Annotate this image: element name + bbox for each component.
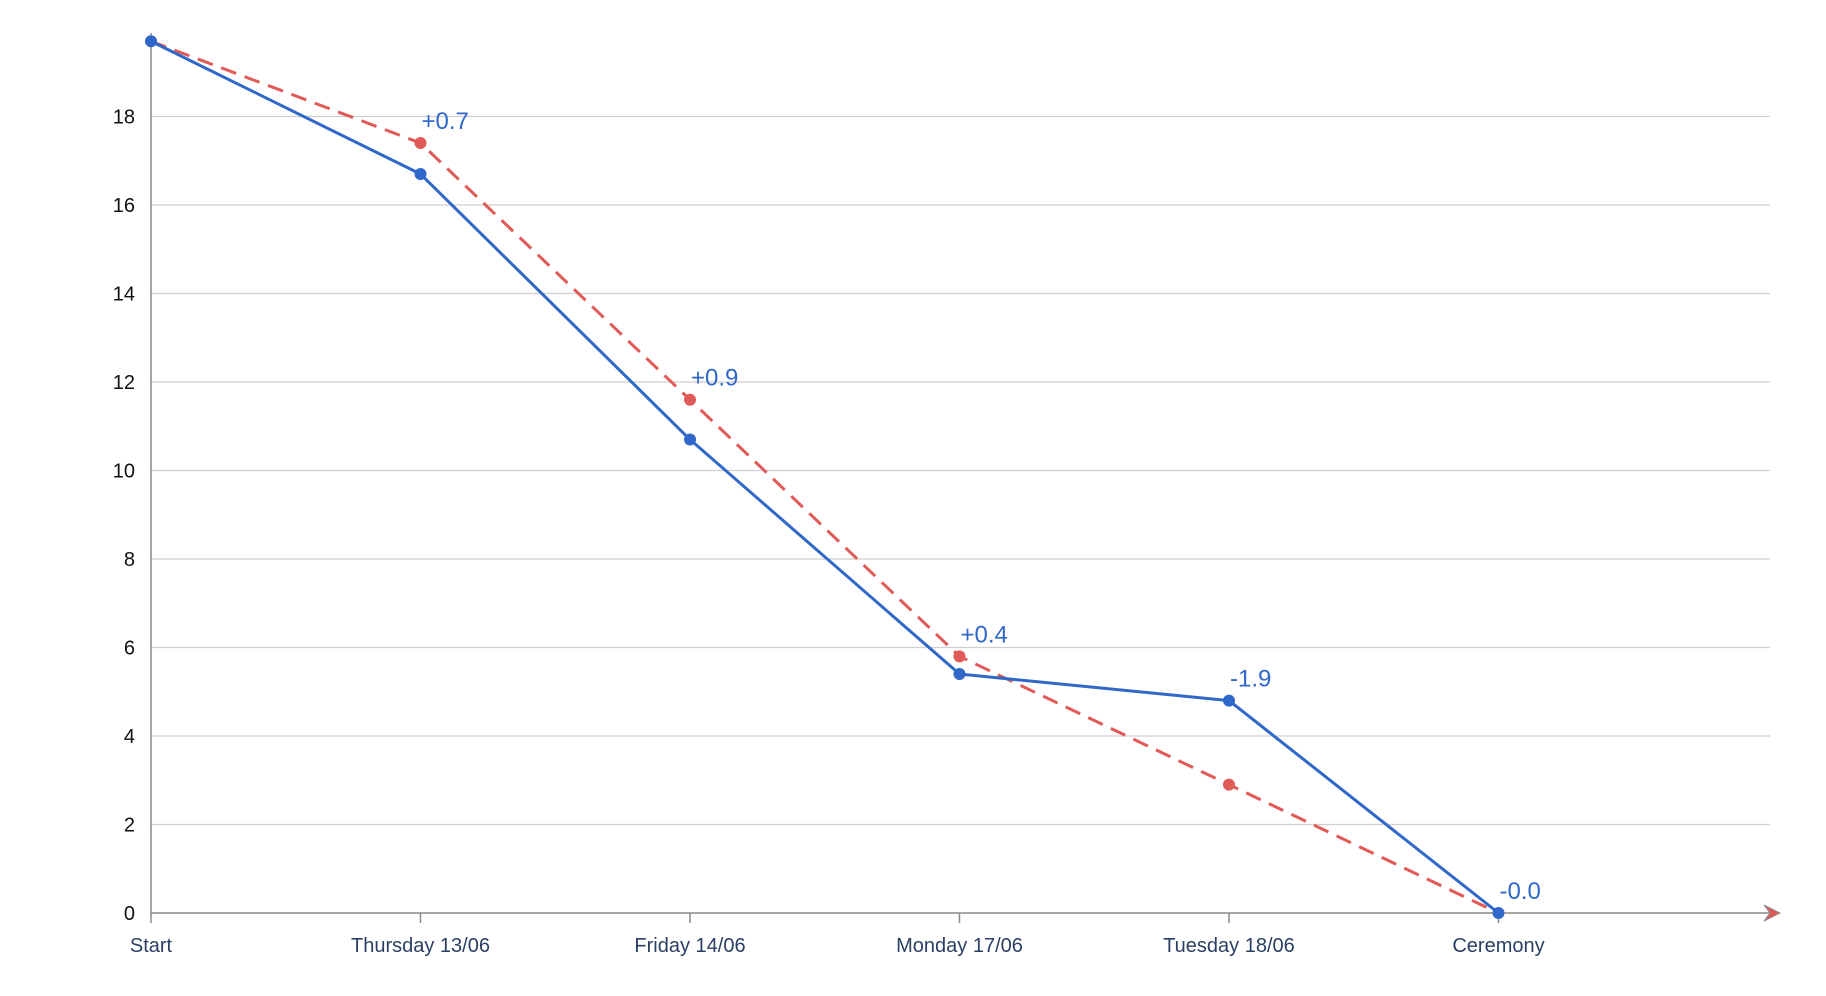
y-tick-label: 8 xyxy=(124,549,135,571)
y-tick-label: 0 xyxy=(124,903,135,925)
x-tick-label: Ceremony xyxy=(1452,935,1544,957)
axes xyxy=(150,32,1782,923)
series-line-actual xyxy=(150,39,1500,915)
data-label: +0.7 xyxy=(422,108,469,135)
y-tick-label: 18 xyxy=(113,107,135,129)
data-label: -0.0 xyxy=(1500,878,1541,905)
x-tick-label: Monday 17/06 xyxy=(896,935,1023,957)
x-tick-label: Tuesday 18/06 xyxy=(1163,935,1295,957)
point-target xyxy=(1223,778,1235,791)
data-label: +0.9 xyxy=(691,365,738,392)
point-target xyxy=(684,393,696,406)
series-line-target xyxy=(150,39,1500,915)
point-target xyxy=(953,650,966,663)
y-tick-label: 12 xyxy=(113,372,135,394)
y-tick-label: 4 xyxy=(124,726,135,748)
point-target xyxy=(414,137,427,150)
point-actual xyxy=(1492,907,1505,919)
point-actual xyxy=(953,668,966,681)
point-actual xyxy=(684,433,696,446)
x-tick-label: Start xyxy=(130,935,173,957)
x-tick-label: Thursday 13/06 xyxy=(351,935,490,957)
y-tick-label: 16 xyxy=(113,195,135,217)
series-lines xyxy=(145,35,1505,919)
point-actual xyxy=(145,35,157,48)
y-tick-label: 10 xyxy=(113,461,135,483)
grid-lines xyxy=(151,115,1770,826)
data-label: +0.4 xyxy=(961,621,1008,648)
data-label: -1.9 xyxy=(1230,666,1271,693)
point-actual xyxy=(1223,694,1235,707)
labels: 0 2 4 6 8 10 12 14 16 18 Start Thursday 13/06 Friday… xyxy=(113,107,1545,958)
x-tick-label: Friday 14/06 xyxy=(634,935,745,957)
y-tick-label: 2 xyxy=(124,815,135,837)
x-axis-arrow xyxy=(1763,904,1782,922)
point-actual xyxy=(414,168,427,181)
y-tick-label: 6 xyxy=(124,638,135,660)
y-tick-label: 14 xyxy=(113,284,135,306)
